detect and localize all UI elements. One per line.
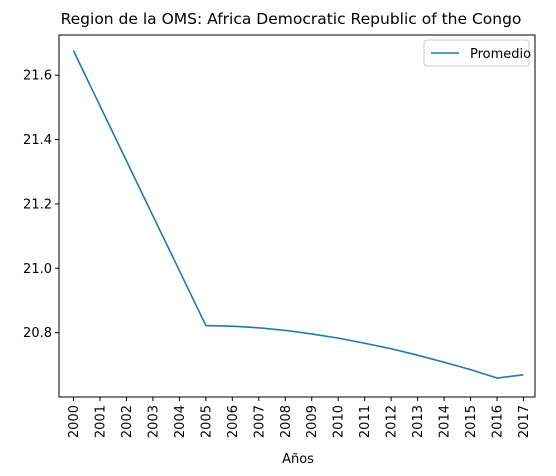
x-tick-label: 2017 [517,405,532,438]
x-tick-label: 2000 [67,405,82,438]
series-line-0 [72,50,524,379]
legend: Promedio [423,39,531,67]
series-layer [72,50,524,379]
x-axis: 2000 2001 2002 2003 2004 2005 2006 2007 2008 2009… [67,397,532,438]
chart-title: Region de la OMS: Africa Democratic Repu… [61,10,522,28]
y-tick-label: 21.6 [23,69,52,84]
x-tick-label: 2012 [385,405,400,438]
plot-area [58,34,536,398]
y-tick-label: 20.8 [23,326,52,341]
y-tick-label: 21.4 [23,133,52,148]
x-tick-label: 2007 [252,405,267,438]
y-tick-label: 21.0 [23,262,52,277]
x-tick-label: 2009 [305,405,320,438]
y-tick-label: 21.2 [23,197,52,212]
y-axis: 20.8 21.0 21.2 21.4 21.6 [23,69,59,341]
x-tick-label: 2003 [146,405,161,438]
x-tick-label: 2011 [358,405,373,438]
x-tick-label: 2002 [120,405,135,438]
x-tick-label: 2014 [438,405,453,438]
legend-box [423,39,530,67]
x-axis-label: Años [282,452,314,467]
x-tick-label: 2008 [279,405,294,438]
x-tick-label: 2005 [199,405,214,438]
x-tick-label: 2016 [491,405,506,438]
x-tick-label: 2013 [411,405,426,438]
x-tick-label: 2015 [464,405,479,438]
x-tick-label: 2004 [173,405,188,438]
legend-label: Promedio [470,47,531,62]
x-tick-label: 2010 [332,405,347,438]
x-tick-label: 2001 [93,405,108,438]
x-tick-label: 2006 [226,405,241,438]
